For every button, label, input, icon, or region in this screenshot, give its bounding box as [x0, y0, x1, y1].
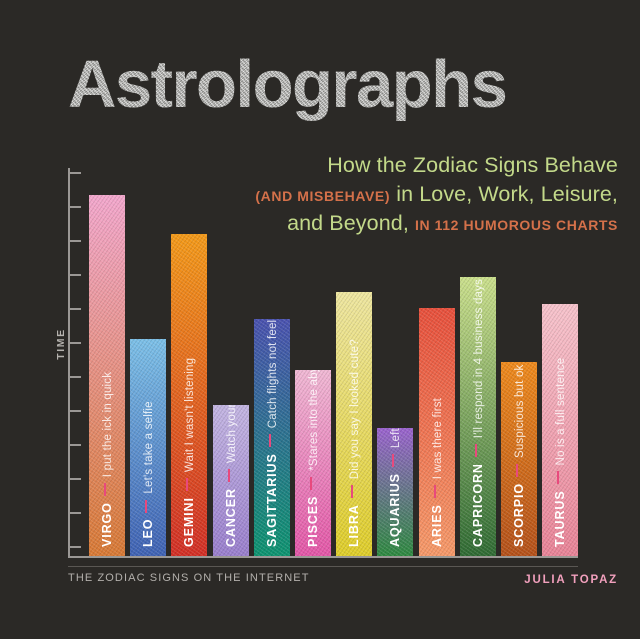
subtitle-line-2-text: in Love, Work, Leisure,: [390, 182, 618, 206]
bar-libra: LIBRA Did you say I looked cute?: [336, 292, 373, 556]
book-subtitle: How the Zodiac Signs Behave (AND MISBEHA…: [198, 152, 618, 239]
y-axis-tick: [70, 546, 81, 548]
bar-label: LIBRA Did you say I looked cute?: [336, 292, 372, 556]
bar-scorpio: SCORPIO Suspicious but ok: [501, 362, 537, 556]
subtitle-line-2: (AND MISBEHAVE) in Love, Work, Leisure,: [198, 181, 618, 210]
bar-quip-text: I was there first: [431, 397, 444, 480]
bar-quip-text: Suspicious but ok: [514, 364, 526, 459]
bar-pisces: PISCES *Stares into the abyss*: [295, 370, 331, 556]
label-divider-icon: [556, 471, 559, 485]
bar-quip-text: No is a full sentence: [555, 357, 568, 466]
subtitle-line-1-text: How the Zodiac Signs Behave: [327, 153, 618, 177]
bar-quip-text: I'll respond in 4 business days: [472, 278, 485, 439]
bar-label: PISCES *Stares into the abyss*: [295, 370, 331, 556]
bar-label: AQUARIUS Left the chat: [377, 428, 413, 556]
bar-quip-text: Watch your tone: [225, 405, 238, 464]
bar-aquarius: AQUARIUS Left the chat: [377, 428, 414, 556]
label-divider-icon: [103, 483, 106, 497]
subtitle-line-3-text: and Beyond,: [287, 211, 415, 235]
label-divider-icon: [186, 478, 189, 492]
bar-sign-name: CANCER: [223, 488, 238, 547]
bar-chart: TIME VIRGO I put the ick in quick LEO Let's…: [55, 168, 579, 558]
bar-quip-text: *Stares into the abyss*: [308, 370, 320, 471]
label-divider-icon: [309, 476, 312, 490]
y-axis-tick: [70, 172, 81, 174]
y-axis-line: [68, 168, 70, 556]
bar-group: VIRGO I put the ick in quick LEO Let's take…: [68, 168, 579, 556]
bar-quip-text: Let's take a selfie: [143, 401, 156, 494]
bar-sign-name: SAGITTARIUS: [264, 453, 279, 547]
bar-capricorn: CAPRICORN I'll respond in 4 business days: [459, 277, 496, 556]
y-axis-tick: [70, 444, 81, 446]
bar-quip-text: Left the chat: [390, 428, 402, 448]
subtitle-misbehave-text: (AND MISBEHAVE): [255, 188, 391, 204]
bar-label: GEMINI Wait I wasn't listening: [171, 234, 207, 556]
label-divider-icon: [515, 464, 518, 478]
y-axis-tick: [70, 342, 81, 344]
bar-label: CAPRICORN I'll respond in 4 business days: [460, 277, 496, 556]
y-axis-tick: [70, 206, 81, 208]
bar-label: ARIES I was there first: [419, 308, 455, 556]
bar-sign-name: LIBRA: [347, 504, 362, 547]
bar-sign-name: SCORPIO: [512, 483, 526, 547]
y-axis-tick: [70, 376, 81, 378]
bar-sign-name: VIRGO: [100, 502, 114, 547]
bar-quip-text: Catch flights not feelings: [266, 319, 279, 429]
bar-quip-text: Did you say I looked cute?: [349, 339, 362, 480]
bar-quip-text: I put the ick in quick: [102, 371, 114, 478]
x-axis-line: [68, 556, 578, 558]
subtitle-line-3: and Beyond, IN 112 HUMOROUS CHARTS: [198, 210, 618, 239]
bar-sign-name: ARIES: [429, 504, 444, 547]
bar-cancer: CANCER Watch your tone: [212, 405, 249, 556]
subtitle-charts-count-text: IN 112 HUMOROUS CHARTS: [414, 217, 618, 233]
bar-sign-name: TAURUS: [553, 490, 568, 547]
bar-sign-name: GEMINI: [182, 497, 197, 547]
y-axis-tick: [70, 512, 81, 514]
chart-caption: THE ZODIAC SIGNS ON THE INTERNET: [68, 572, 310, 584]
label-divider-icon: [350, 485, 353, 499]
bar-sign-name: PISCES: [306, 495, 320, 547]
bar-virgo: VIRGO I put the ick in quick: [89, 195, 125, 556]
bar-quip-text: Wait I wasn't listening: [184, 357, 197, 473]
bar-label: SCORPIO Suspicious but ok: [501, 362, 537, 556]
bar-aries: ARIES I was there first: [418, 308, 455, 556]
bar-label: CANCER Watch your tone: [213, 405, 249, 556]
bar-label: SAGITTARIUS Catch flights not feelings: [254, 319, 290, 556]
bar-sign-name: CAPRICORN: [470, 463, 485, 547]
footer-divider: [68, 566, 578, 567]
y-axis-label: TIME: [55, 328, 67, 360]
subtitle-line-1: How the Zodiac Signs Behave: [198, 152, 618, 181]
bar-gemini: GEMINI Wait I wasn't listening: [171, 234, 208, 556]
author-name: JULIA TOPAZ: [524, 574, 618, 586]
bar-taurus: TAURUS No is a full sentence: [542, 304, 579, 556]
bar-label: LEO Let's take a selfie: [130, 339, 166, 556]
book-title: Astrolographs: [68, 46, 588, 124]
bar-sign-name: LEO: [141, 518, 156, 547]
y-axis-tick: [70, 240, 81, 242]
bar-sagittarius: SAGITTARIUS Catch flights not feelings: [253, 319, 290, 556]
y-axis-tick: [70, 478, 81, 480]
bar-sign-name: AQUARIUS: [388, 473, 403, 547]
label-divider-icon: [474, 444, 477, 458]
y-axis-tick: [70, 308, 81, 310]
label-divider-icon: [433, 485, 436, 499]
bar-label: VIRGO I put the ick in quick: [89, 195, 125, 556]
y-axis-tick: [70, 410, 81, 412]
label-divider-icon: [392, 454, 395, 468]
label-divider-icon: [144, 499, 147, 513]
label-divider-icon: [227, 469, 230, 483]
bar-label: TAURUS No is a full sentence: [542, 304, 578, 556]
label-divider-icon: [268, 434, 271, 448]
bar-leo: LEO Let's take a selfie: [130, 339, 167, 556]
y-axis-tick: [70, 274, 81, 276]
